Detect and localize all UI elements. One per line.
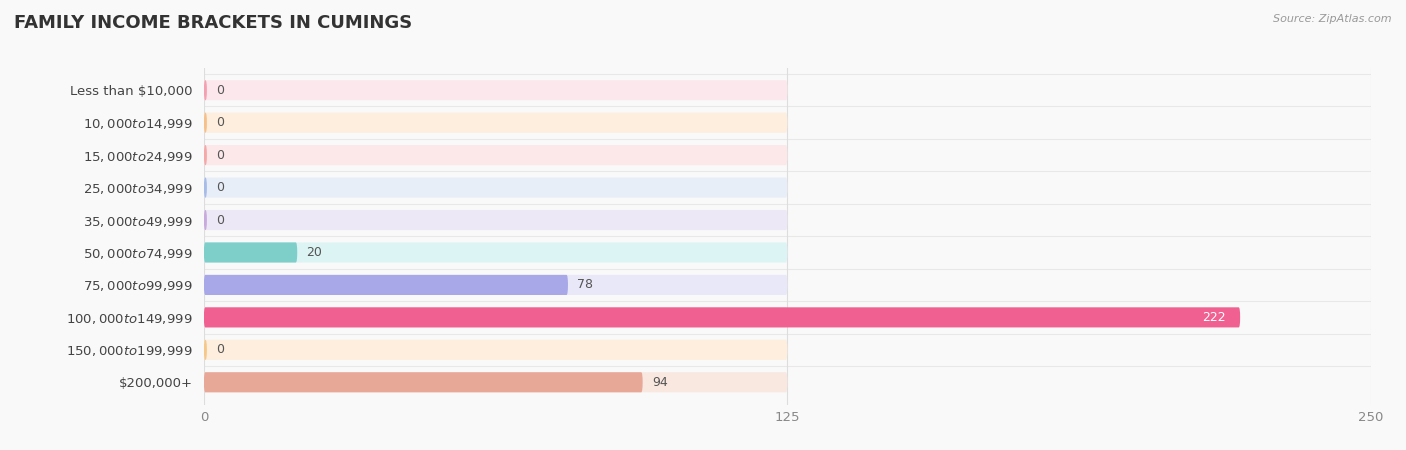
Text: 94: 94 <box>652 376 668 389</box>
FancyBboxPatch shape <box>204 275 568 295</box>
FancyBboxPatch shape <box>204 307 787 328</box>
Text: 0: 0 <box>217 116 224 129</box>
FancyBboxPatch shape <box>204 243 787 262</box>
Text: 20: 20 <box>307 246 322 259</box>
Text: Source: ZipAtlas.com: Source: ZipAtlas.com <box>1274 14 1392 23</box>
FancyBboxPatch shape <box>204 177 787 198</box>
Text: FAMILY INCOME BRACKETS IN CUMINGS: FAMILY INCOME BRACKETS IN CUMINGS <box>14 14 412 32</box>
FancyBboxPatch shape <box>204 80 787 100</box>
Text: 0: 0 <box>217 148 224 162</box>
Text: 0: 0 <box>217 213 224 226</box>
FancyBboxPatch shape <box>204 340 207 360</box>
Text: 222: 222 <box>1202 311 1226 324</box>
FancyBboxPatch shape <box>204 243 297 262</box>
FancyBboxPatch shape <box>204 145 207 165</box>
Text: 78: 78 <box>578 279 593 292</box>
Text: 0: 0 <box>217 181 224 194</box>
FancyBboxPatch shape <box>204 372 643 392</box>
FancyBboxPatch shape <box>204 307 1240 328</box>
FancyBboxPatch shape <box>204 275 787 295</box>
FancyBboxPatch shape <box>204 210 207 230</box>
FancyBboxPatch shape <box>204 80 207 100</box>
FancyBboxPatch shape <box>204 145 787 165</box>
FancyBboxPatch shape <box>204 112 207 133</box>
FancyBboxPatch shape <box>204 372 787 392</box>
Text: 0: 0 <box>217 343 224 356</box>
FancyBboxPatch shape <box>204 177 207 198</box>
Text: 0: 0 <box>217 84 224 97</box>
FancyBboxPatch shape <box>204 210 787 230</box>
FancyBboxPatch shape <box>204 340 787 360</box>
FancyBboxPatch shape <box>204 112 787 133</box>
